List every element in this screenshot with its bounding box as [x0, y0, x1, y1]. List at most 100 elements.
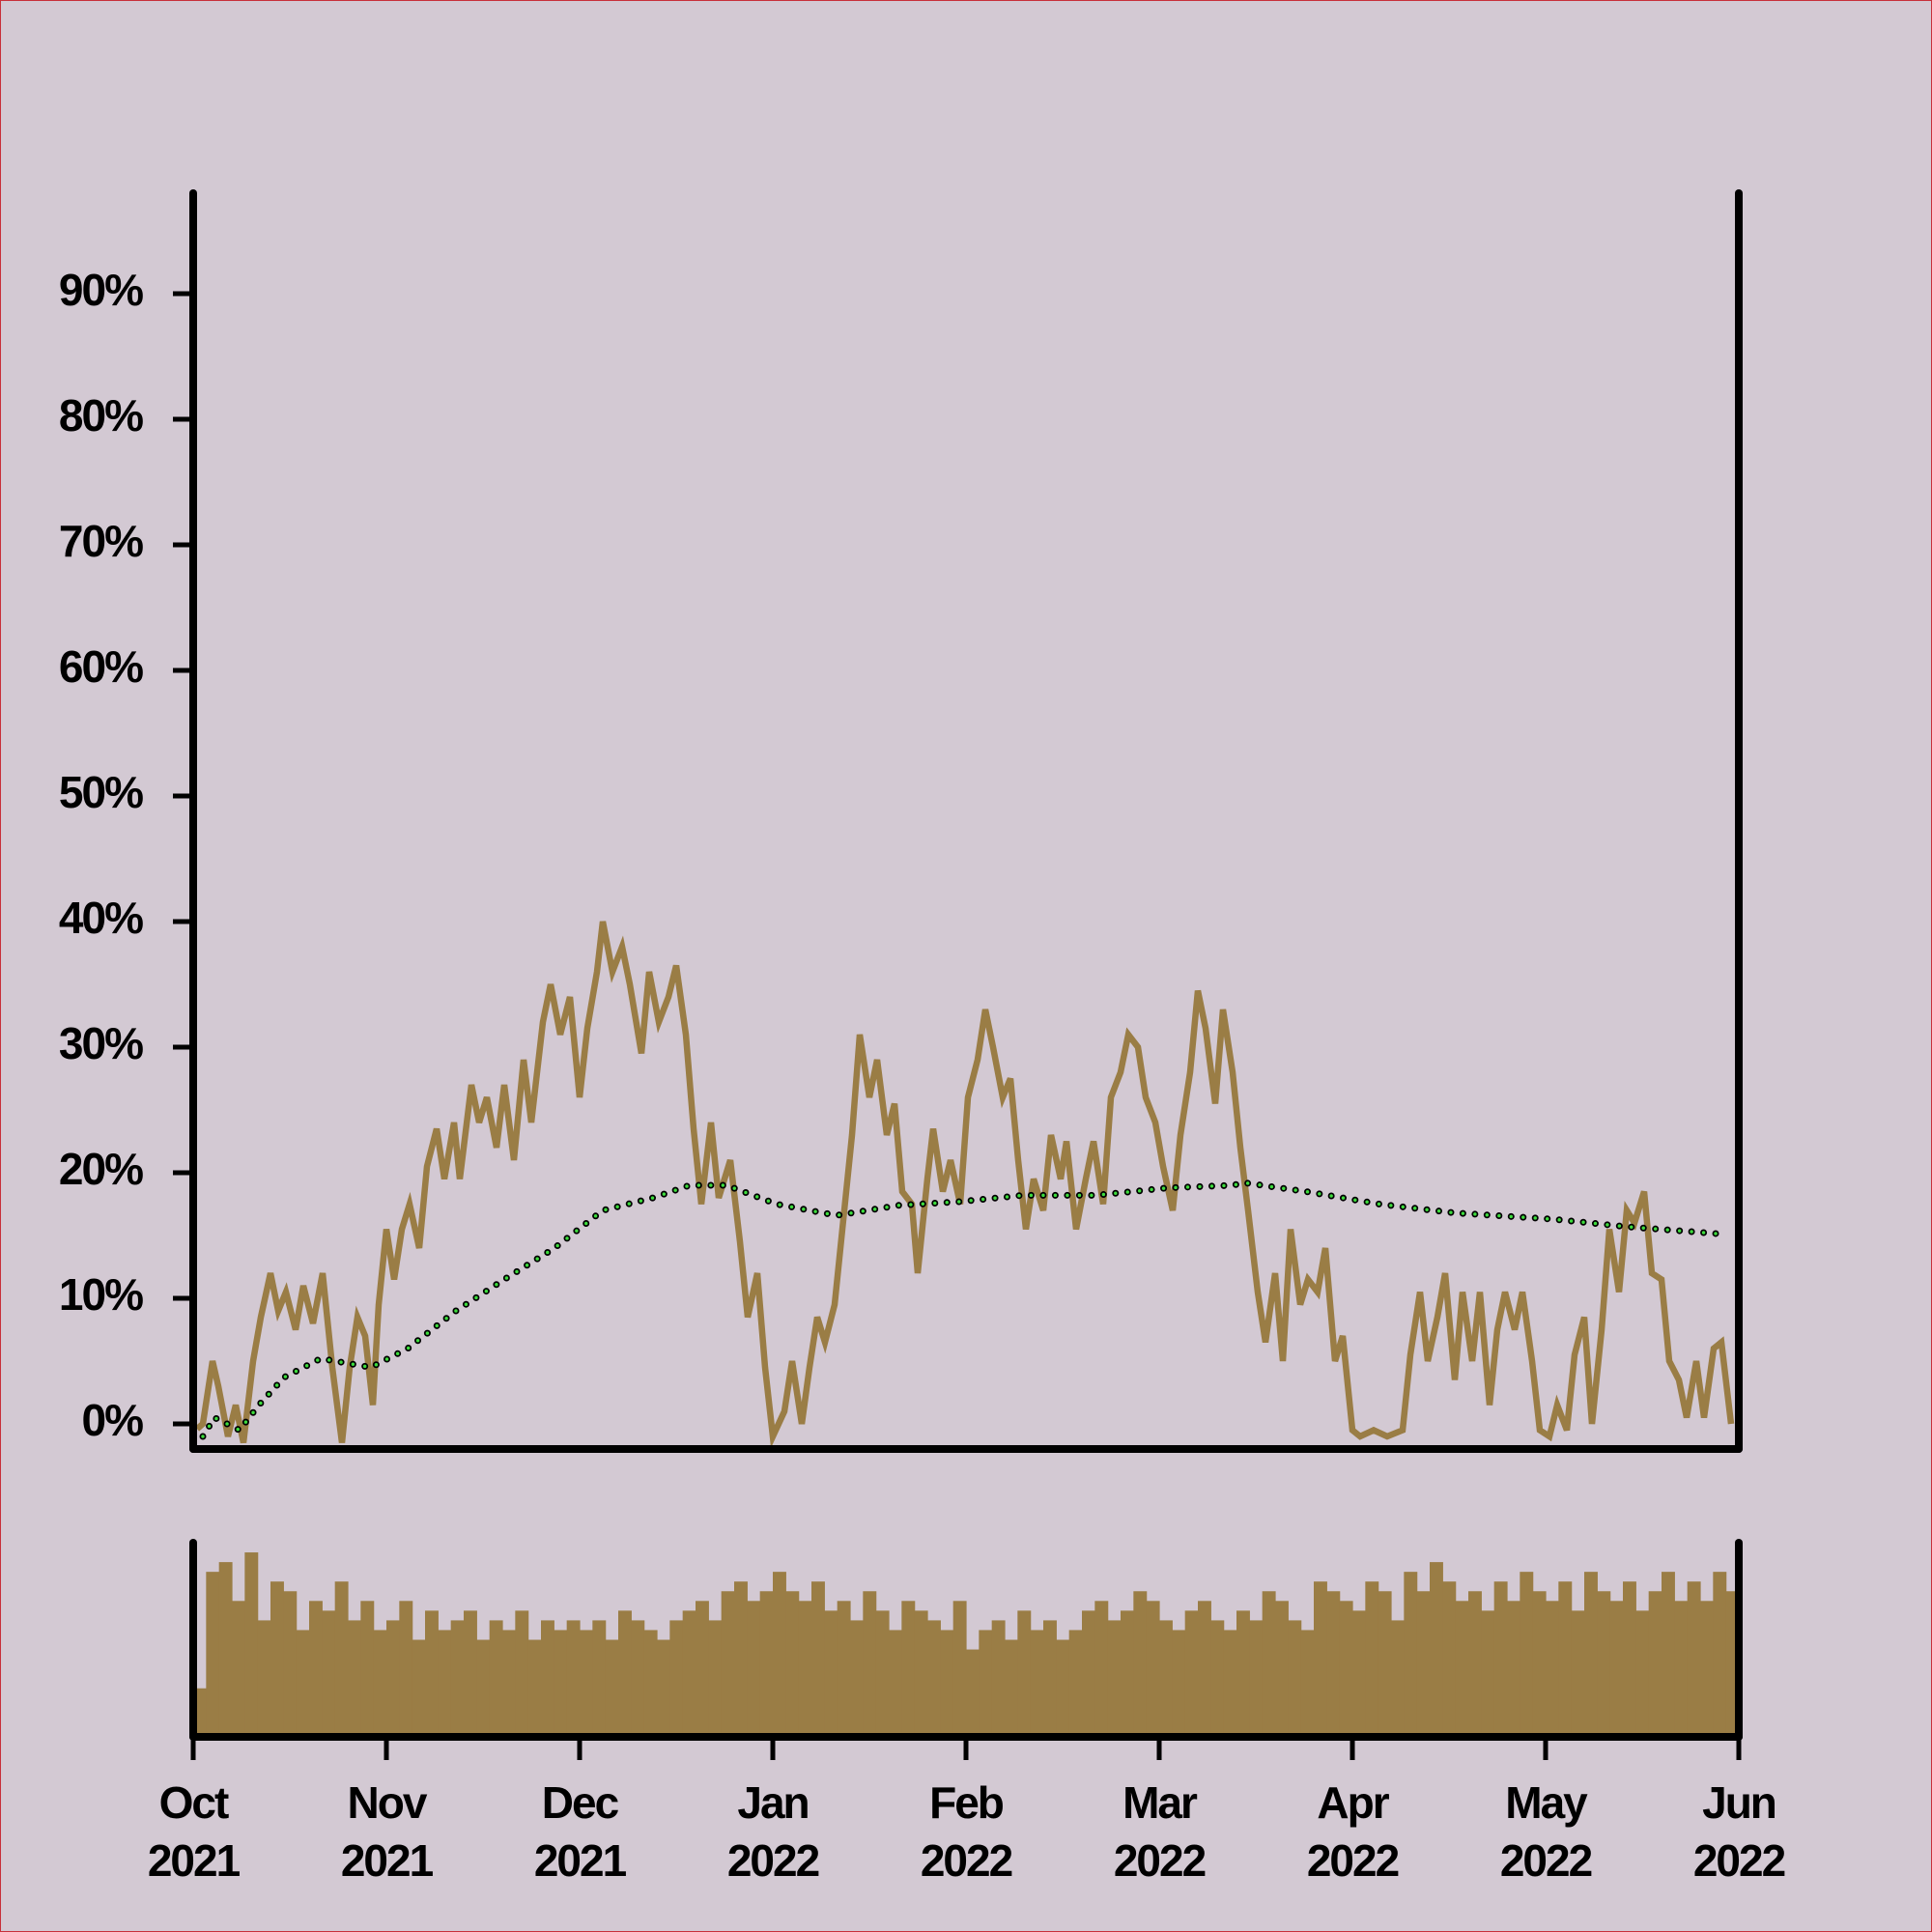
volume-bar: [360, 1601, 375, 1737]
volume-bar: [1288, 1620, 1302, 1737]
x-tick-label: Apr 2022: [1306, 1777, 1400, 1886]
volume-bar: [747, 1601, 761, 1737]
volume-bar: [450, 1620, 465, 1737]
volume-bar: [927, 1620, 941, 1737]
volume-bar: [541, 1620, 554, 1737]
volume-bar: [1648, 1591, 1662, 1737]
volume-bar: [296, 1630, 310, 1737]
volume-bar: [1223, 1630, 1237, 1737]
average-dots-outline: [199, 1179, 1729, 1440]
volume-bar: [837, 1601, 851, 1737]
volume-bar: [850, 1620, 864, 1737]
volume-bar: [901, 1601, 916, 1737]
volume-bar: [798, 1601, 812, 1737]
volume-bar: [1713, 1572, 1727, 1737]
price-line: [194, 921, 1735, 1448]
volume-bar: [322, 1610, 336, 1737]
volume-bar: [1609, 1601, 1624, 1737]
volume-bar: [1687, 1581, 1701, 1737]
volume-bar: [1597, 1591, 1611, 1737]
y-tick-label: 50%: [59, 767, 143, 817]
volume-bar: [515, 1610, 529, 1737]
volume-bar: [412, 1639, 426, 1737]
volume-bar: [824, 1610, 838, 1737]
volume-bar: [502, 1630, 516, 1737]
volume-bar: [1043, 1620, 1057, 1737]
average-dots: [201, 1180, 1727, 1438]
volume-bar: [618, 1610, 632, 1737]
volume-bar: [1546, 1601, 1559, 1737]
volume-bar: [1159, 1620, 1173, 1737]
y-tick-label: 70%: [59, 516, 143, 566]
volume-bar: [1352, 1610, 1366, 1737]
volume-bar: [1481, 1610, 1495, 1737]
volume-bar: [399, 1601, 413, 1737]
volume-bar: [489, 1620, 503, 1737]
volume-bar: [914, 1610, 928, 1737]
volume-bar: [773, 1572, 786, 1737]
volume-bar: [373, 1630, 387, 1737]
volume-bar: [721, 1591, 735, 1737]
volume-bar: [270, 1581, 284, 1737]
volume-bar: [952, 1601, 967, 1737]
volume-bar: [657, 1639, 670, 1737]
x-tick-label: Mar 2022: [1113, 1777, 1207, 1886]
y-tick-label: 40%: [59, 893, 143, 943]
volume-bar: [1571, 1610, 1585, 1737]
x-tick-label: Jan 2022: [726, 1777, 820, 1886]
volume-bar: [643, 1630, 658, 1737]
volume-bar: [566, 1620, 581, 1737]
y-tick-label: 0%: [82, 1395, 144, 1445]
volume-bar: [218, 1562, 233, 1737]
volume-bar: [527, 1639, 542, 1737]
y-tick-label: 90%: [59, 265, 143, 315]
volume-bar: [875, 1610, 890, 1737]
volume-bar: [1300, 1630, 1315, 1737]
volume-bar: [334, 1581, 349, 1737]
volume-bar: [1584, 1572, 1598, 1737]
volume-bar: [438, 1630, 452, 1737]
volume-bar: [991, 1620, 1006, 1737]
volume-bar: [464, 1610, 477, 1737]
y-tick-label: 80%: [59, 390, 143, 440]
volume-bar: [1146, 1601, 1160, 1737]
volume-bar: [940, 1630, 954, 1737]
volume-bar: [232, 1601, 245, 1737]
volume-bar: [1507, 1601, 1520, 1737]
volume-bar: [592, 1620, 607, 1737]
volume-bar: [1133, 1591, 1148, 1737]
volume-bar: [386, 1620, 400, 1737]
volume-bar: [1674, 1601, 1689, 1737]
volume-bar: [283, 1591, 298, 1737]
volume-bar: [1184, 1610, 1199, 1737]
volume-bar: [1107, 1620, 1122, 1737]
volume-bar: [1172, 1630, 1186, 1737]
volume-bar: [631, 1620, 645, 1737]
volume-bar: [580, 1630, 593, 1737]
volume-bar: [1662, 1572, 1675, 1737]
volume-bar: [863, 1591, 877, 1737]
volume-bar: [1339, 1601, 1353, 1737]
volume-bar: [734, 1581, 748, 1737]
y-tick-label: 30%: [59, 1018, 143, 1068]
volume-bar: [1430, 1562, 1443, 1737]
volume-bar: [1082, 1610, 1095, 1737]
volume-bar: [759, 1591, 774, 1737]
x-tick-label: Jun 2022: [1692, 1777, 1786, 1886]
volume-bar: [966, 1649, 980, 1737]
volume-bar: [425, 1610, 439, 1737]
volume-bar: [682, 1610, 696, 1737]
volume-bar: [1314, 1581, 1327, 1737]
volume-bar: [1249, 1620, 1264, 1737]
volume-bar: [1700, 1601, 1714, 1737]
volume-bar: [1635, 1610, 1650, 1737]
volume-bar: [1378, 1591, 1392, 1737]
volume-bar: [1532, 1591, 1547, 1737]
volume-bar: [348, 1620, 361, 1737]
volume-bar: [889, 1630, 902, 1737]
volume-bar: [1326, 1591, 1341, 1737]
volume-bar: [206, 1572, 220, 1737]
volume-bar: [785, 1591, 800, 1737]
volume-bar: [1365, 1581, 1379, 1737]
